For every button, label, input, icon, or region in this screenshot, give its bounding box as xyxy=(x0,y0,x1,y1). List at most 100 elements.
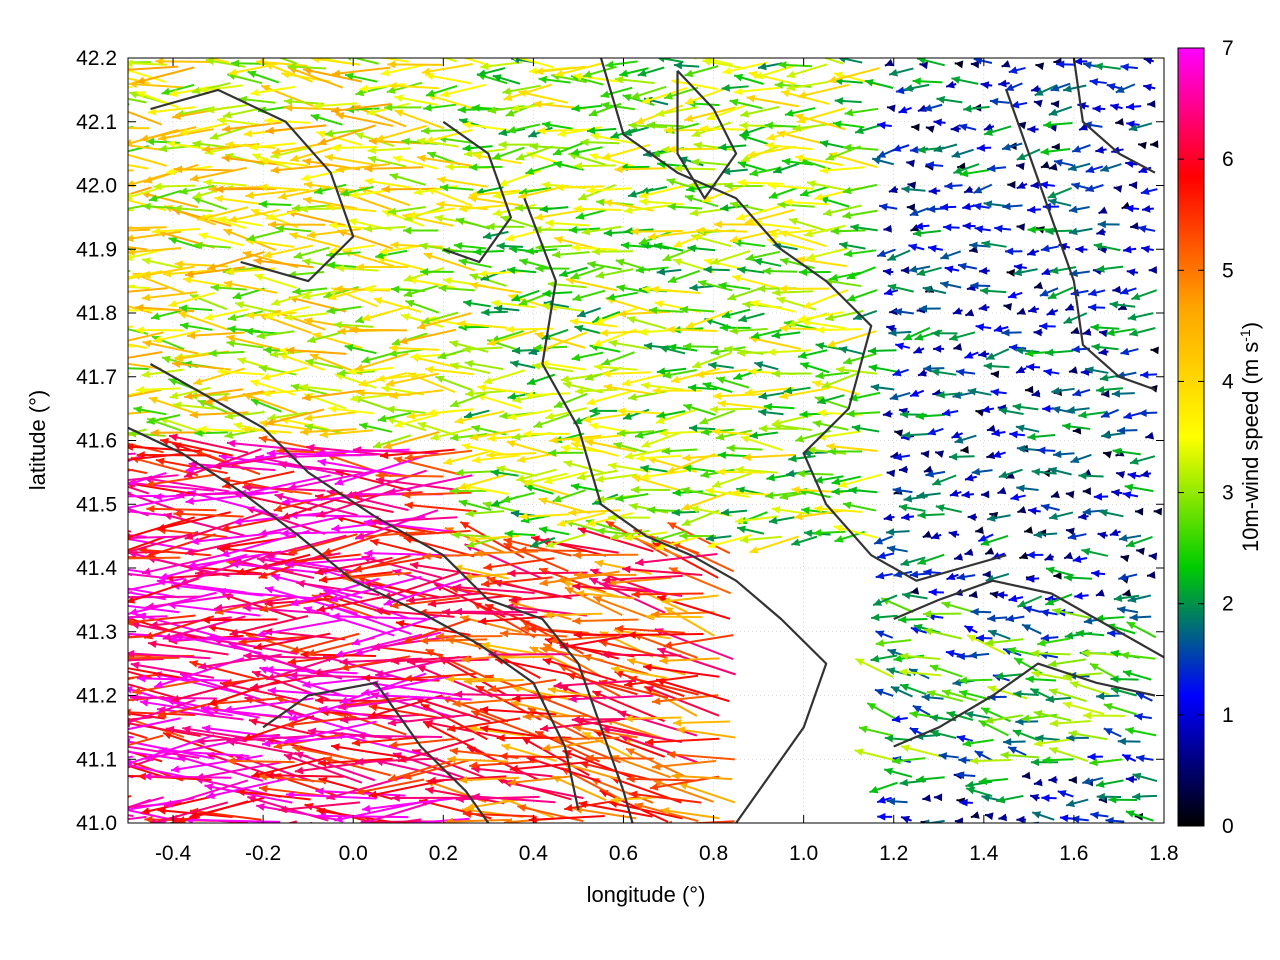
wind-arrowhead xyxy=(154,680,164,689)
wind-arrowhead xyxy=(1092,104,1101,113)
wind-vector xyxy=(660,808,720,820)
wind-arrowhead xyxy=(518,546,527,555)
wind-arrowhead xyxy=(114,593,122,601)
wind-arrowhead xyxy=(933,344,942,353)
wind-arrowhead xyxy=(684,97,694,105)
wind-arrowhead xyxy=(964,548,974,556)
wind-arrowhead xyxy=(162,731,172,740)
wind-arrowhead xyxy=(258,200,267,209)
wind-arrowhead xyxy=(659,656,668,665)
wind-arrowhead xyxy=(923,610,932,618)
wind-arrowhead xyxy=(683,342,692,351)
wind-arrowhead xyxy=(119,196,128,204)
wind-arrowhead xyxy=(258,435,268,444)
wind-arrowhead xyxy=(505,233,515,242)
wind-vector xyxy=(156,708,244,721)
wind-arrowhead xyxy=(879,203,888,211)
wind-vector xyxy=(502,780,584,800)
wind-arrowhead xyxy=(628,393,637,401)
wind-arrowhead xyxy=(572,617,581,625)
wind-arrowhead xyxy=(1065,303,1075,311)
terrain-contour xyxy=(1005,89,1156,391)
wind-arrowhead xyxy=(509,245,518,254)
wind-arrowhead xyxy=(721,167,731,176)
wind-arrowhead xyxy=(337,369,346,378)
wind-vector xyxy=(663,606,715,637)
wind-vector xyxy=(499,755,572,759)
wind-arrowhead xyxy=(1045,695,1055,704)
wind-arrowhead xyxy=(771,331,781,339)
wind-vector xyxy=(522,714,588,718)
wind-arrowhead xyxy=(300,427,309,436)
wind-arrowhead xyxy=(266,673,276,681)
wind-arrowhead xyxy=(250,682,259,691)
wind-arrowhead xyxy=(718,281,727,290)
wind-vector xyxy=(495,658,571,676)
wind-arrowhead xyxy=(294,766,304,775)
wind-arrowhead xyxy=(893,452,903,461)
wind-vector xyxy=(132,679,201,694)
wind-arrowhead xyxy=(875,571,885,580)
wind-arrowhead xyxy=(481,641,490,650)
wind-arrowhead xyxy=(168,89,178,98)
wind-arrowhead xyxy=(198,232,208,240)
wind-arrowhead xyxy=(1040,160,1050,169)
wind-arrowhead xyxy=(515,153,525,161)
wind-vector xyxy=(330,102,392,113)
wind-vector xyxy=(653,779,714,803)
wind-arrowhead xyxy=(393,456,403,464)
wind-vector xyxy=(128,144,163,152)
wind-arrowhead xyxy=(456,320,466,328)
wind-arrowhead xyxy=(877,150,887,158)
wind-arrowhead xyxy=(187,561,197,570)
terrain-contour xyxy=(149,363,634,823)
wind-arrowhead xyxy=(519,512,528,521)
wind-arrowhead xyxy=(465,803,475,811)
wind-arrowhead xyxy=(1118,302,1128,310)
wind-arrowhead xyxy=(427,408,436,417)
wind-vector xyxy=(427,594,507,606)
wind-arrowhead xyxy=(1022,624,1032,632)
wind-arrowhead xyxy=(1007,180,1016,189)
terrain-contour xyxy=(893,662,1156,748)
wind-arrowhead xyxy=(87,82,95,90)
wind-vector xyxy=(265,774,344,778)
wind-vector xyxy=(128,722,201,738)
wind-arrowhead xyxy=(666,178,676,186)
wind-arrowhead xyxy=(232,837,241,845)
wind-arrowhead xyxy=(157,806,166,815)
wind-arrowhead xyxy=(588,109,598,117)
wind-vector xyxy=(631,592,704,596)
wind-arrowhead xyxy=(517,804,527,812)
wind-arrowhead xyxy=(997,486,1007,495)
wind-arrowhead xyxy=(571,435,581,444)
wind-vector xyxy=(361,305,411,321)
wind-arrowhead xyxy=(401,137,410,146)
wind-vector xyxy=(410,355,460,369)
wind-arrowhead xyxy=(751,331,760,340)
wind-arrowhead xyxy=(771,418,781,427)
wind-arrowhead xyxy=(165,697,175,706)
wind-vector xyxy=(628,676,699,696)
wind-arrowhead xyxy=(361,688,371,697)
wind-arrowhead xyxy=(1068,205,1078,214)
wind-vector xyxy=(643,665,720,678)
wind-arrowhead xyxy=(317,458,327,467)
wind-arrowhead xyxy=(717,399,727,408)
wind-arrowhead xyxy=(571,243,580,252)
wind-arrowhead xyxy=(129,90,139,99)
wind-arrowhead xyxy=(503,779,512,788)
wind-arrowhead xyxy=(316,605,326,613)
wind-vector xyxy=(170,679,250,702)
wind-arrowhead xyxy=(514,204,523,212)
wind-arrowhead xyxy=(1085,366,1094,375)
wind-arrowhead xyxy=(1033,530,1042,539)
wind-arrowhead xyxy=(933,793,943,802)
wind-vector xyxy=(128,186,152,196)
wind-arrowhead xyxy=(416,665,426,673)
y-tick-label: 42.1 xyxy=(76,111,117,134)
wind-arrowhead xyxy=(334,285,343,293)
wind-vector xyxy=(288,694,378,721)
wind-arrowhead xyxy=(480,273,490,281)
wind-arrowhead xyxy=(1031,84,1040,93)
